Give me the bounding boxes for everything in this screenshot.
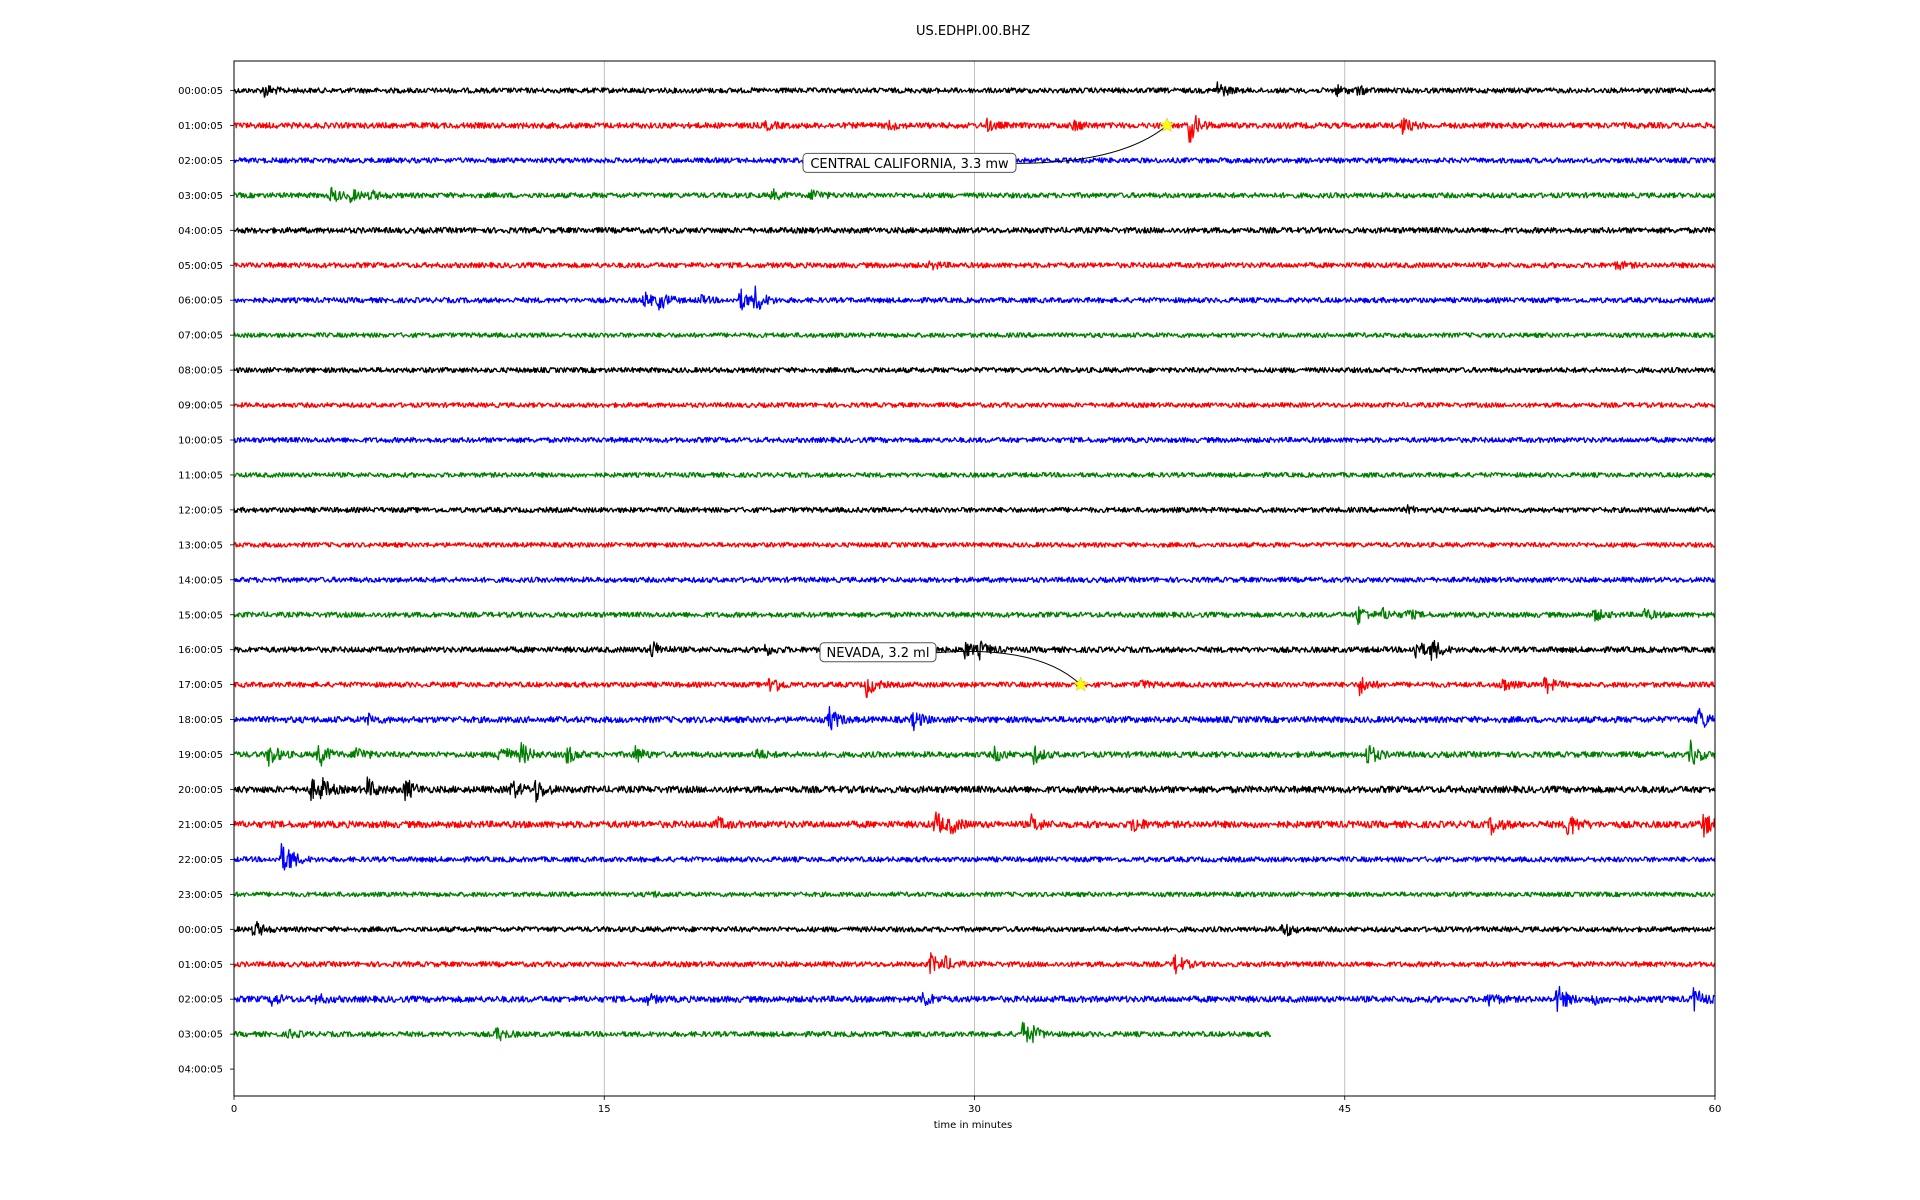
event-star-icon bbox=[1072, 676, 1089, 692]
trace-row-10 bbox=[233, 436, 1716, 444]
trace-row-8 bbox=[233, 366, 1716, 374]
trace-row-11 bbox=[233, 471, 1716, 478]
trace-row-22 bbox=[233, 842, 1716, 871]
y-tick-label: 01:00:05 bbox=[178, 121, 223, 132]
y-tick-label: 22:00:05 bbox=[178, 855, 223, 866]
x-tick-labels: 0 15 30 45 60 bbox=[231, 1096, 1722, 1115]
y-tick-label: 12:00:05 bbox=[178, 505, 223, 516]
y-tick-label: 18:00:05 bbox=[178, 715, 223, 726]
trace-row-24 bbox=[233, 920, 1716, 937]
y-tick-label: 09:00:05 bbox=[178, 401, 223, 412]
chart-title: US.EDHPI.00.BHZ bbox=[916, 24, 1030, 39]
y-tick-label: 00:00:05 bbox=[178, 86, 223, 97]
trace-row-13 bbox=[233, 541, 1716, 548]
trace-row-6 bbox=[233, 285, 1716, 311]
event-star-icon bbox=[1159, 117, 1175, 133]
y-tick-label: 19:00:05 bbox=[178, 750, 223, 761]
y-tick-label: 23:00:05 bbox=[178, 890, 223, 901]
trace-row-25 bbox=[233, 952, 1716, 975]
trace-row-26 bbox=[233, 985, 1716, 1013]
trace-row-3 bbox=[233, 186, 1716, 204]
annotation-box bbox=[802, 152, 1017, 173]
seismic-traces bbox=[233, 81, 1716, 1044]
trace-row-12 bbox=[233, 504, 1716, 515]
x-tick-label: 30 bbox=[968, 1104, 981, 1115]
trace-row-20 bbox=[233, 776, 1716, 803]
trace-row-16 bbox=[233, 639, 1716, 662]
y-tick-label: 08:00:05 bbox=[178, 366, 223, 377]
y-tick-label: 17:00:05 bbox=[178, 680, 223, 691]
y-tick-label: 03:00:05 bbox=[178, 191, 223, 202]
y-tick-label: 14:00:05 bbox=[178, 575, 223, 586]
trace-row-27 bbox=[233, 1021, 1272, 1044]
y-tick-label: 15:00:05 bbox=[178, 610, 223, 621]
trace-row-5 bbox=[233, 260, 1716, 271]
y-tick-label: 21:00:05 bbox=[178, 820, 223, 831]
trace-row-9 bbox=[233, 402, 1716, 409]
annotation-connector bbox=[1015, 125, 1168, 164]
event-annotations: CENTRAL CALIFORNIA, 3.3 mw NEVADA, 3.2 ml bbox=[802, 117, 1175, 692]
trace-row-14 bbox=[233, 576, 1716, 584]
y-tick-label: 07:00:05 bbox=[178, 331, 223, 342]
x-axis-label: time in minutes bbox=[934, 1120, 1013, 1131]
y-tick-label: 03:00:05 bbox=[178, 1030, 223, 1041]
trace-row-17 bbox=[233, 676, 1716, 698]
x-tick-label: 15 bbox=[598, 1104, 611, 1115]
trace-row-1 bbox=[233, 114, 1716, 143]
x-tick-label: 60 bbox=[1709, 1104, 1722, 1115]
x-tick-label: 45 bbox=[1338, 1104, 1351, 1115]
annotation-label: CENTRAL CALIFORNIA, 3.3 mw bbox=[810, 157, 1009, 172]
trace-row-19 bbox=[233, 739, 1716, 767]
y-tick-label: 00:00:05 bbox=[178, 925, 223, 936]
trace-row-7 bbox=[233, 332, 1716, 339]
x-tick-label: 0 bbox=[231, 1104, 237, 1115]
y-tick-label: 01:00:05 bbox=[178, 960, 223, 971]
y-tick-label: 02:00:05 bbox=[178, 995, 223, 1006]
y-tick-label: 06:00:05 bbox=[178, 296, 223, 307]
trace-row-0 bbox=[233, 81, 1716, 98]
y-tick-label: 04:00:05 bbox=[178, 1065, 223, 1076]
y-tick-label: 11:00:05 bbox=[178, 470, 223, 481]
trace-row-23 bbox=[233, 890, 1715, 898]
y-tick-label: 20:00:05 bbox=[178, 785, 223, 796]
y-tick-label: 13:00:05 bbox=[178, 540, 223, 551]
y-tick-label: 02:00:05 bbox=[178, 156, 223, 167]
trace-row-21 bbox=[233, 811, 1716, 838]
trace-row-4 bbox=[233, 226, 1716, 234]
y-tick-label: 16:00:05 bbox=[178, 645, 223, 656]
y-tick-label: 04:00:05 bbox=[178, 226, 223, 237]
annotation-label: NEVADA, 3.2 ml bbox=[827, 646, 930, 661]
annotation-connector bbox=[935, 650, 1081, 686]
y-tick-label: 10:00:05 bbox=[178, 436, 223, 447]
annotation-box bbox=[819, 642, 937, 663]
y-tick-label: 05:00:05 bbox=[178, 261, 223, 272]
trace-row-15 bbox=[233, 606, 1716, 626]
trace-row-18 bbox=[233, 706, 1716, 732]
y-tick-labels: 00:00:05 01:00:05 02:00:05 03:00:05 04:00:05… bbox=[178, 86, 234, 1076]
